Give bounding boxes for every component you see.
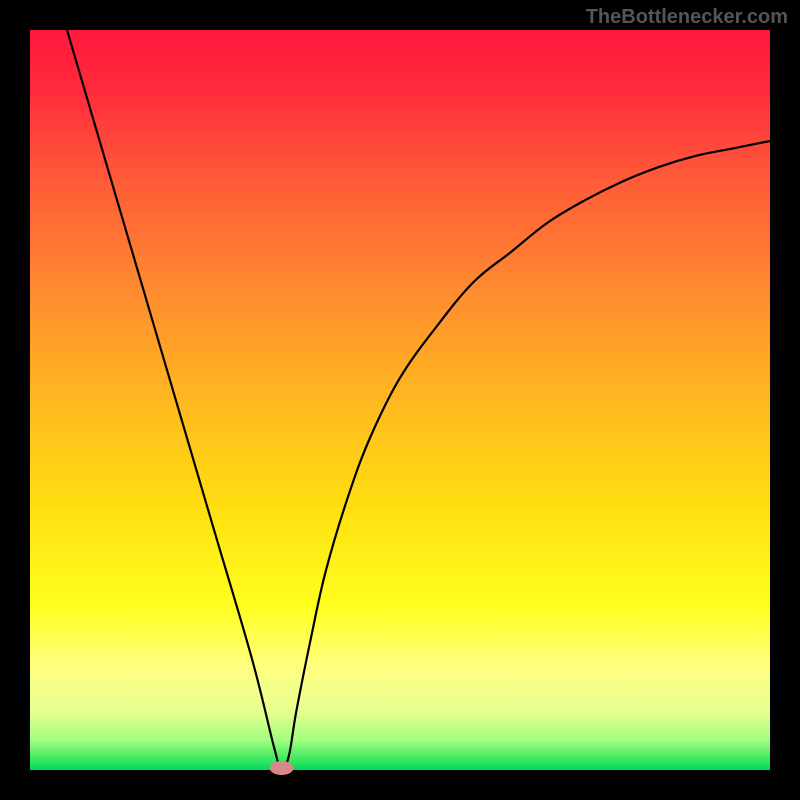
- optimal-point-marker: [270, 761, 294, 775]
- watermark-text: TheBottlenecker.com: [586, 6, 788, 29]
- chart-container: TheBottlenecker.com: [0, 0, 800, 800]
- bottleneck-chart: [0, 0, 800, 800]
- chart-background: [30, 30, 770, 770]
